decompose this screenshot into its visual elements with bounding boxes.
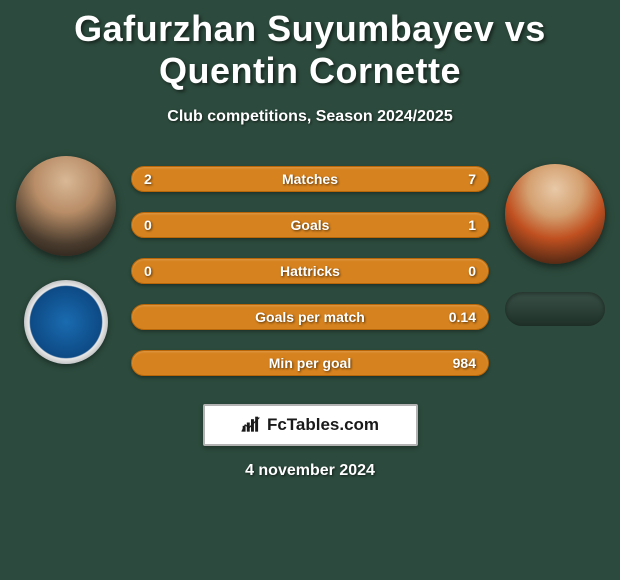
- player-right-column: [497, 156, 612, 326]
- stat-right-value: 0.14: [444, 309, 476, 325]
- page-title: Gafurzhan Suyumbayev vs Quentin Cornette: [0, 0, 620, 92]
- avatar-left: [16, 156, 116, 256]
- stat-right-value: 7: [444, 171, 476, 187]
- stat-left-value: 0: [144, 263, 176, 279]
- avatar-right: [505, 164, 605, 264]
- stat-label: Matches: [282, 171, 338, 187]
- branding-text: FcTables.com: [267, 415, 379, 435]
- stat-label: Goals per match: [255, 309, 365, 325]
- comparison-panel: 2 Matches 7 0 Goals 1 0 Hattricks 0 Goal…: [0, 156, 620, 376]
- stat-left-value: 0: [144, 217, 176, 233]
- branding-badge: FcTables.com: [203, 404, 418, 446]
- player-left-column: [8, 156, 123, 364]
- stat-label: Min per goal: [269, 355, 351, 371]
- stat-row-hattricks: 0 Hattricks 0: [131, 258, 489, 284]
- club-logo-right: [505, 292, 605, 326]
- subtitle: Club competitions, Season 2024/2025: [0, 108, 620, 126]
- club-logo-left: [24, 280, 108, 364]
- stat-row-goals: 0 Goals 1: [131, 212, 489, 238]
- stat-right-value: 0: [444, 263, 476, 279]
- date-text: 4 november 2024: [0, 462, 620, 480]
- stat-row-matches: 2 Matches 7: [131, 166, 489, 192]
- stat-left-value: 2: [144, 171, 176, 187]
- stat-right-value: 1: [444, 217, 476, 233]
- stat-row-min-per-goal: Min per goal 984: [131, 350, 489, 376]
- stats-list: 2 Matches 7 0 Goals 1 0 Hattricks 0 Goal…: [123, 156, 497, 376]
- stat-row-goals-per-match: Goals per match 0.14: [131, 304, 489, 330]
- stat-label: Goals: [291, 217, 330, 233]
- bar-chart-icon: [241, 416, 261, 434]
- stat-right-value: 984: [444, 355, 476, 371]
- stat-label: Hattricks: [280, 263, 340, 279]
